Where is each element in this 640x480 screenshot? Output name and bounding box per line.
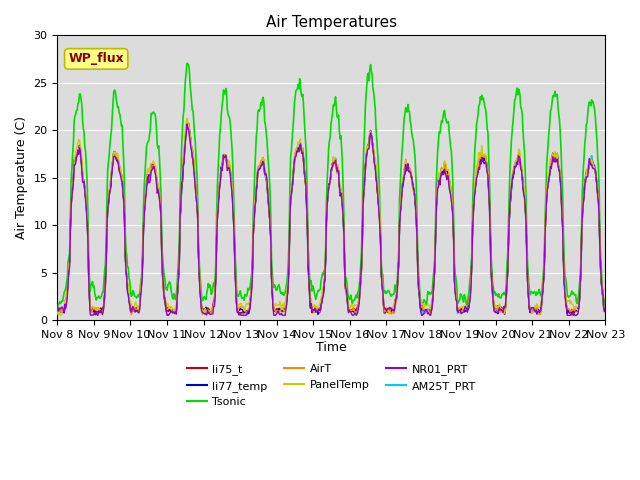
NR01_PRT — [602, 305, 609, 311]
AirT — [63, 289, 71, 295]
Y-axis label: Air Temperature (C): Air Temperature (C) — [15, 116, 28, 239]
li75_t — [399, 184, 406, 190]
NR01_PRT — [87, 312, 95, 318]
AM25T_PRT — [175, 256, 183, 262]
AM25T_PRT — [63, 287, 71, 292]
Tsonic — [54, 302, 61, 308]
Title: Air Temperatures: Air Temperatures — [266, 15, 397, 30]
li75_t — [63, 289, 71, 295]
Line: AirT: AirT — [58, 124, 605, 315]
li75_t — [415, 285, 422, 291]
li77_temp — [54, 308, 61, 313]
X-axis label: Time: Time — [316, 341, 347, 354]
li77_temp — [175, 254, 183, 260]
AM25T_PRT — [205, 309, 213, 314]
Tsonic — [418, 303, 426, 309]
Line: PanelTemp: PanelTemp — [58, 118, 605, 315]
Line: AM25T_PRT: AM25T_PRT — [58, 125, 605, 314]
AirT — [415, 288, 423, 294]
AirT — [176, 215, 184, 221]
Line: Tsonic: Tsonic — [58, 63, 605, 306]
li77_temp — [399, 176, 407, 182]
Tsonic — [175, 240, 183, 246]
AirT — [127, 312, 135, 318]
li75_t — [175, 258, 183, 264]
li75_t — [501, 312, 509, 317]
AM25T_PRT — [183, 122, 191, 128]
Tsonic — [415, 271, 422, 277]
PanelTemp — [399, 175, 407, 181]
NR01_PRT — [183, 121, 191, 127]
Legend: li75_t, li77_temp, Tsonic, AirT, PanelTemp, NR01_PRT, AM25T_PRT: li75_t, li77_temp, Tsonic, AirT, PanelTe… — [182, 360, 481, 412]
AirT — [206, 309, 214, 315]
PanelTemp — [58, 312, 65, 318]
AirT — [120, 196, 127, 202]
NR01_PRT — [415, 289, 423, 295]
AM25T_PRT — [236, 312, 243, 317]
PanelTemp — [120, 209, 128, 215]
Text: WP_flux: WP_flux — [68, 52, 124, 65]
PanelTemp — [64, 276, 72, 281]
li75_t — [183, 121, 191, 127]
PanelTemp — [415, 289, 423, 295]
li77_temp — [314, 312, 322, 317]
AM25T_PRT — [602, 307, 609, 312]
NR01_PRT — [63, 294, 71, 300]
li75_t — [120, 198, 127, 204]
li75_t — [602, 307, 609, 312]
li77_temp — [205, 308, 213, 314]
Line: li75_t: li75_t — [58, 124, 605, 314]
li77_temp — [415, 291, 423, 297]
Line: li77_temp: li77_temp — [58, 123, 605, 314]
NR01_PRT — [120, 216, 128, 222]
PanelTemp — [206, 308, 214, 314]
PanelTemp — [602, 302, 609, 308]
PanelTemp — [183, 115, 191, 121]
NR01_PRT — [399, 179, 407, 184]
AM25T_PRT — [120, 196, 127, 202]
Line: NR01_PRT: NR01_PRT — [58, 124, 605, 315]
PanelTemp — [54, 309, 61, 315]
Tsonic — [205, 285, 213, 290]
li77_temp — [602, 309, 609, 314]
li75_t — [205, 307, 213, 312]
Tsonic — [602, 296, 609, 302]
AirT — [54, 307, 61, 313]
NR01_PRT — [176, 213, 184, 219]
AM25T_PRT — [415, 293, 423, 299]
PanelTemp — [176, 215, 184, 220]
li75_t — [54, 309, 61, 314]
Tsonic — [183, 60, 191, 66]
AirT — [602, 309, 609, 315]
AM25T_PRT — [399, 177, 407, 183]
Tsonic — [63, 275, 71, 280]
li77_temp — [63, 288, 71, 294]
NR01_PRT — [206, 312, 214, 317]
Tsonic — [399, 142, 406, 148]
AirT — [399, 175, 407, 180]
AirT — [184, 121, 191, 127]
li77_temp — [120, 197, 127, 203]
AM25T_PRT — [54, 306, 61, 312]
Tsonic — [120, 158, 127, 164]
li77_temp — [184, 120, 192, 126]
NR01_PRT — [54, 301, 61, 307]
